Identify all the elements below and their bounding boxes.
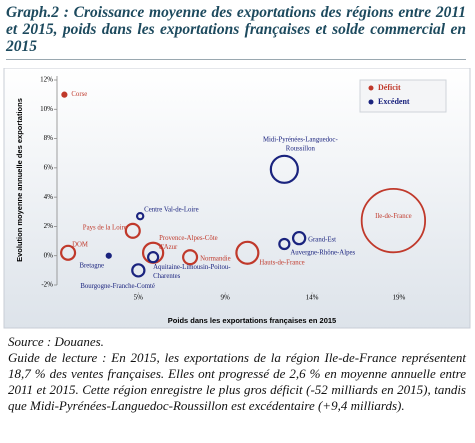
source: Source : Douanes. <box>8 334 104 349</box>
point-label: Corse <box>71 91 87 98</box>
point-label: Midi-Pyrénées-Languedoc-Roussillon <box>263 136 338 152</box>
chart: Evolution moyenne annuelle des exportati… <box>3 68 471 329</box>
point-label: Bretagne <box>79 262 104 269</box>
point-label: Ile-de-France <box>375 213 412 220</box>
legend-marker <box>368 85 374 91</box>
bubble <box>146 251 160 264</box>
bubble <box>360 187 427 254</box>
legend-marker <box>368 99 374 105</box>
x-tick-label: 5% <box>134 294 144 302</box>
bubble <box>60 244 77 261</box>
point-label: Hauts-de-France <box>259 259 304 266</box>
legend-label: Excédent <box>378 97 410 106</box>
y-tick-label: 4% <box>44 193 54 201</box>
point-label: Normandie <box>200 256 231 263</box>
bubble <box>135 211 145 221</box>
x-tick-label: 19% <box>393 294 406 302</box>
y-tick-label: 12% <box>40 76 53 84</box>
bubble <box>105 252 112 259</box>
point-label: Grand-Est <box>308 237 336 244</box>
point-label: Pays de la Loire <box>83 224 127 231</box>
y-tick-label: 6% <box>44 163 54 171</box>
point-label: Bourgogne-Franche-Comté <box>80 283 155 290</box>
bubble <box>61 91 68 98</box>
bubble <box>269 154 299 184</box>
y-tick-label: -2% <box>41 281 53 289</box>
legend <box>359 79 447 113</box>
bubble <box>124 222 141 239</box>
bubble <box>278 237 291 251</box>
y-tick-label: 0% <box>44 251 54 259</box>
bubble <box>235 240 260 265</box>
point-label: DOM <box>72 241 88 248</box>
bubble <box>182 249 199 266</box>
x-tick-label: 9% <box>221 294 231 302</box>
y-tick-label: 10% <box>40 105 53 113</box>
point-label: Auvergne-Rhône-Alpes <box>290 250 355 257</box>
notes: Source : Douanes. Guide de lecture : En … <box>8 334 466 414</box>
bubble <box>131 263 146 278</box>
y-tick-label: 8% <box>44 134 54 142</box>
bubble <box>291 230 307 246</box>
x-tick-label: 14% <box>306 294 319 302</box>
point-label: Centre Val-de-Loire <box>144 207 198 214</box>
chart-title: Graph.2 : Croissance moyenne des exporta… <box>6 4 466 60</box>
reading-guide: Guide de lecture : En 2015, les exportat… <box>8 350 466 413</box>
point-label: Aquitaine-Limousin-Poitou-Charentes <box>153 264 231 280</box>
point-label: Provence-Alpes-Côte d'Azur <box>159 234 218 250</box>
legend-label: Déficit <box>378 83 401 92</box>
x-axis-title: Poids dans les exportations françaises e… <box>168 316 336 325</box>
y-tick-label: 2% <box>44 222 54 230</box>
y-axis-title: Evolution moyenne annuelle des exportati… <box>15 98 24 262</box>
